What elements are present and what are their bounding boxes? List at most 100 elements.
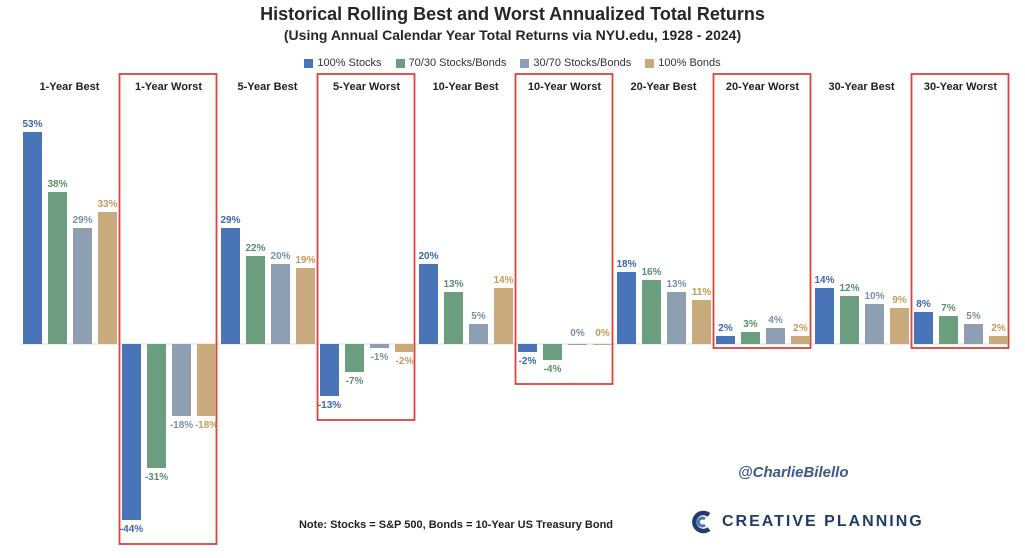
data-label: 5% — [966, 311, 981, 322]
legend-item-30-70: 30/70 Stocks/Bonds — [520, 57, 631, 69]
bar — [48, 192, 67, 344]
bar — [122, 344, 141, 520]
legend-swatch — [645, 58, 655, 68]
bar — [518, 344, 537, 352]
bar — [568, 344, 587, 345]
data-label: -1% — [371, 352, 389, 363]
legend-item-70-30: 70/30 Stocks/Bonds — [395, 57, 507, 69]
bar — [815, 288, 834, 344]
data-label: -18% — [170, 420, 193, 431]
bar — [890, 308, 909, 344]
bar — [766, 328, 785, 344]
bar — [221, 228, 240, 344]
legend-label: 100% Bonds — [658, 57, 721, 69]
category-label: 30-Year Worst — [924, 81, 998, 93]
chart-subtitle: (Using Annual Calendar Year Total Return… — [283, 27, 742, 43]
data-label: -44% — [120, 524, 143, 535]
data-label: -18% — [195, 420, 218, 431]
data-label: 20% — [270, 251, 290, 262]
category-label: 10-Year Worst — [528, 81, 602, 93]
data-label: 53% — [22, 119, 42, 130]
bar — [840, 296, 859, 344]
bar — [692, 300, 711, 344]
bar — [172, 344, 191, 416]
bar — [617, 272, 636, 344]
data-label: 10% — [864, 291, 884, 302]
bar — [197, 344, 216, 416]
bar — [642, 280, 661, 344]
chart-title: Historical Rolling Best and Worst Annual… — [260, 4, 765, 24]
data-label: 38% — [47, 179, 67, 190]
bar — [296, 268, 315, 344]
data-label: 2% — [718, 323, 733, 334]
bar — [914, 312, 933, 344]
highlight-box — [316, 73, 416, 421]
bar — [246, 256, 265, 344]
bar — [345, 344, 364, 372]
brand-name: CREATIVE PLANNING — [722, 513, 924, 530]
bar — [989, 336, 1008, 344]
bar — [939, 316, 958, 344]
bar — [543, 344, 562, 360]
bar — [370, 344, 389, 348]
highlight-box — [514, 73, 614, 385]
data-label: 20% — [418, 251, 438, 262]
legend-label: 30/70 Stocks/Bonds — [533, 57, 632, 69]
data-label: -4% — [544, 364, 562, 375]
source-note: Note: Stocks = S&P 500, Bonds = 10-Year … — [298, 519, 614, 531]
data-label: 7% — [941, 303, 956, 314]
data-label: 33% — [97, 199, 117, 210]
category-label: 5-Year Best — [238, 81, 298, 93]
bar — [469, 324, 488, 344]
data-label: 2% — [793, 323, 808, 334]
category-label: 5-Year Worst — [333, 81, 400, 93]
data-label: 18% — [616, 259, 636, 270]
legend-swatch — [520, 58, 530, 68]
bar — [593, 344, 612, 345]
data-label: 3% — [743, 319, 758, 330]
bar — [395, 344, 414, 352]
data-label: 4% — [768, 315, 783, 326]
legend-label: 70/30 Stocks/Bonds — [408, 57, 507, 69]
data-label: 2% — [991, 323, 1006, 334]
data-label: -2% — [396, 356, 414, 367]
data-label: -7% — [346, 376, 364, 387]
bar — [320, 344, 339, 396]
data-label: -13% — [318, 400, 341, 411]
data-label: 14% — [493, 275, 513, 286]
bar — [494, 288, 513, 344]
bar — [73, 228, 92, 344]
legend-item-stocks: 100% Stocks — [304, 57, 382, 69]
data-label: -31% — [145, 472, 168, 483]
bar — [419, 264, 438, 344]
category-label: 10-Year Best — [432, 81, 498, 93]
highlight-box — [118, 73, 218, 545]
data-label: 13% — [666, 279, 686, 290]
data-label: 5% — [471, 311, 486, 322]
legend-swatch — [395, 58, 405, 68]
data-label: 11% — [692, 287, 712, 298]
bar — [667, 292, 686, 344]
data-label: 8% — [916, 299, 931, 310]
legend-swatch — [304, 58, 314, 68]
data-label: 9% — [892, 295, 907, 306]
legend: 100% Stocks 70/30 Stocks/Bonds 30/70 Sto… — [0, 57, 1025, 69]
data-label: 22% — [245, 243, 265, 254]
bar — [865, 304, 884, 344]
bar — [741, 332, 760, 344]
bar — [271, 264, 290, 344]
bar — [444, 292, 463, 344]
data-label: 12% — [839, 283, 859, 294]
data-label: 16% — [641, 267, 661, 278]
data-label: 13% — [443, 279, 463, 290]
legend-label: 100% Stocks — [317, 57, 382, 69]
legend-item-bonds: 100% Bonds — [645, 57, 721, 69]
data-label: 29% — [72, 215, 92, 226]
data-label: 0% — [570, 328, 585, 339]
bar — [98, 212, 117, 344]
data-label: 19% — [295, 255, 315, 266]
highlight-box — [712, 73, 812, 349]
data-label: 29% — [220, 215, 240, 226]
category-label: 1-Year Best — [40, 81, 100, 93]
